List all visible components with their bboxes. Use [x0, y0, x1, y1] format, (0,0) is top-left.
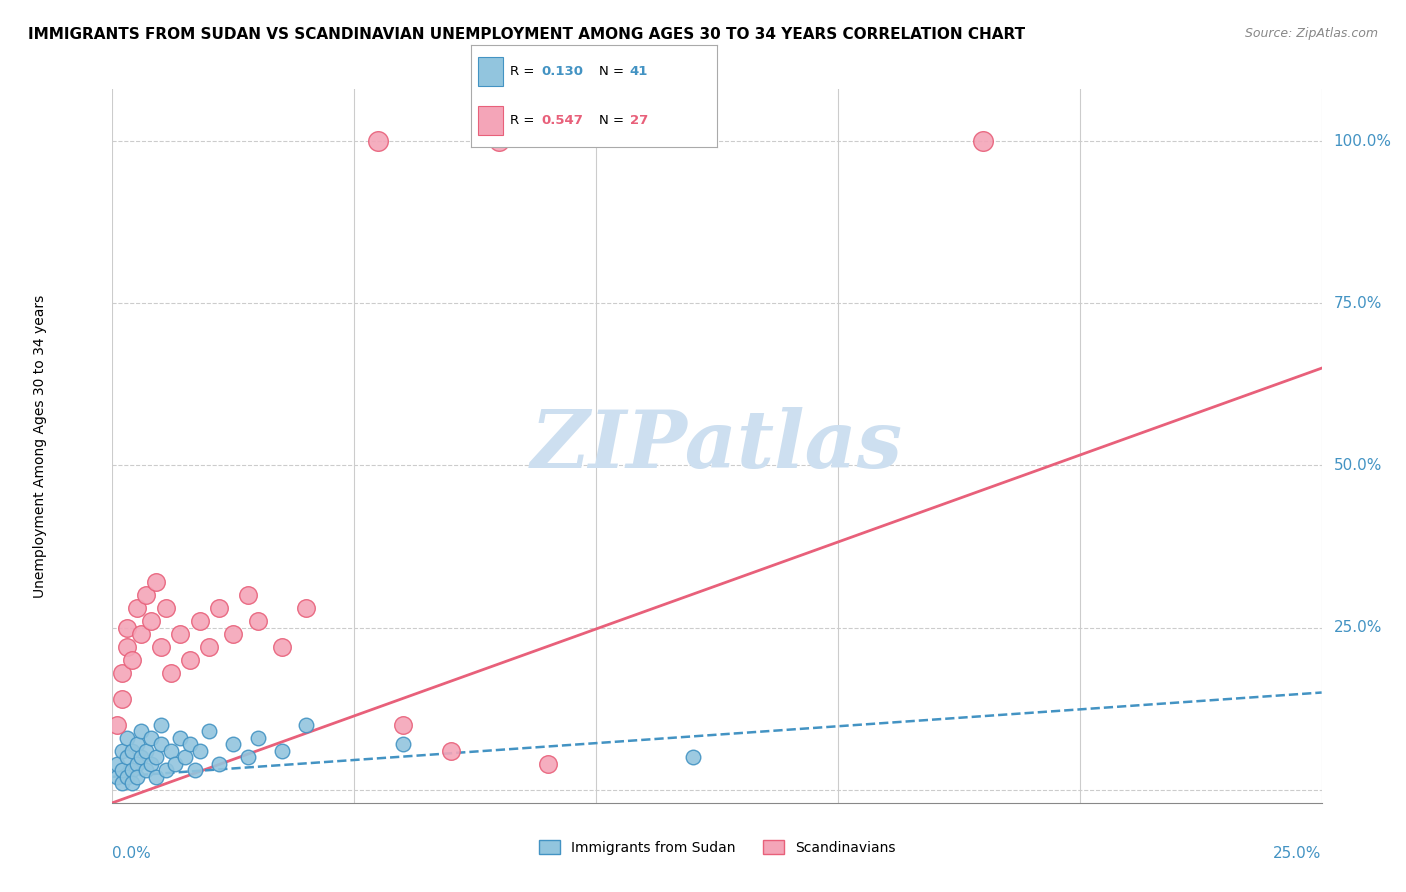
Text: 41: 41	[630, 65, 648, 78]
Point	[115, 640, 138, 654]
Text: 0.547: 0.547	[541, 114, 583, 127]
Point	[115, 621, 138, 635]
Point	[105, 718, 128, 732]
Text: 25.0%: 25.0%	[1334, 620, 1382, 635]
Point	[159, 744, 181, 758]
Point	[179, 738, 201, 752]
Point	[208, 601, 231, 615]
Point	[179, 653, 201, 667]
Text: 100.0%: 100.0%	[1334, 134, 1392, 149]
Point	[115, 731, 138, 745]
Point	[391, 718, 413, 732]
Point	[155, 601, 177, 615]
Text: Source: ZipAtlas.com: Source: ZipAtlas.com	[1244, 27, 1378, 40]
Point	[236, 588, 259, 602]
Point	[125, 756, 148, 771]
Point	[174, 750, 197, 764]
Point	[141, 756, 163, 771]
Point	[972, 134, 994, 148]
Point	[135, 744, 157, 758]
Point	[111, 776, 134, 790]
Point	[440, 744, 463, 758]
Point	[105, 756, 128, 771]
Text: 25.0%: 25.0%	[1274, 846, 1322, 861]
Point	[131, 750, 153, 764]
Point	[115, 770, 138, 784]
Point	[682, 750, 704, 764]
Point	[188, 614, 211, 628]
Point	[169, 627, 191, 641]
Point	[111, 764, 134, 778]
Text: N =: N =	[599, 65, 628, 78]
Point	[111, 666, 134, 681]
Point	[131, 724, 153, 739]
Point	[198, 724, 221, 739]
Bar	[478, 57, 503, 86]
Point	[111, 744, 134, 758]
Point	[121, 744, 143, 758]
Text: N =: N =	[599, 114, 628, 127]
Text: R =: R =	[510, 114, 538, 127]
Text: Unemployment Among Ages 30 to 34 years: Unemployment Among Ages 30 to 34 years	[32, 294, 46, 598]
Text: IMMIGRANTS FROM SUDAN VS SCANDINAVIAN UNEMPLOYMENT AMONG AGES 30 TO 34 YEARS COR: IMMIGRANTS FROM SUDAN VS SCANDINAVIAN UN…	[28, 27, 1025, 42]
Text: 50.0%: 50.0%	[1334, 458, 1382, 473]
Point	[236, 750, 259, 764]
Point	[125, 738, 148, 752]
Point	[125, 770, 148, 784]
Text: 75.0%: 75.0%	[1334, 296, 1382, 310]
Point	[141, 731, 163, 745]
Point	[105, 770, 128, 784]
Point	[149, 718, 172, 732]
Bar	[478, 106, 503, 135]
Text: R =: R =	[510, 65, 538, 78]
Point	[125, 601, 148, 615]
Point	[537, 756, 560, 771]
Point	[149, 640, 172, 654]
Point	[169, 731, 191, 745]
Point	[145, 575, 167, 590]
Point	[367, 134, 389, 148]
Point	[131, 627, 153, 641]
Point	[135, 764, 157, 778]
Point	[198, 640, 221, 654]
Point	[155, 764, 177, 778]
Point	[246, 614, 269, 628]
Point	[222, 738, 245, 752]
Point	[145, 750, 167, 764]
Point	[121, 653, 143, 667]
Point	[149, 738, 172, 752]
Point	[121, 764, 143, 778]
Point	[121, 776, 143, 790]
Text: 0.130: 0.130	[541, 65, 583, 78]
Point	[270, 640, 292, 654]
Point	[141, 614, 163, 628]
Point	[270, 744, 292, 758]
Point	[222, 627, 245, 641]
Text: ZIPatlas: ZIPatlas	[531, 408, 903, 484]
Point	[208, 756, 231, 771]
Point	[183, 764, 205, 778]
Point	[111, 692, 134, 706]
Point	[188, 744, 211, 758]
Point	[246, 731, 269, 745]
Point	[135, 588, 157, 602]
Text: 27: 27	[630, 114, 648, 127]
Point	[165, 756, 187, 771]
Point	[391, 738, 413, 752]
Point	[159, 666, 181, 681]
Point	[115, 750, 138, 764]
Legend: Immigrants from Sudan, Scandinavians: Immigrants from Sudan, Scandinavians	[533, 834, 901, 860]
Point	[295, 718, 318, 732]
Point	[295, 601, 318, 615]
Text: 0.0%: 0.0%	[112, 846, 152, 861]
Point	[145, 770, 167, 784]
Point	[488, 134, 510, 148]
